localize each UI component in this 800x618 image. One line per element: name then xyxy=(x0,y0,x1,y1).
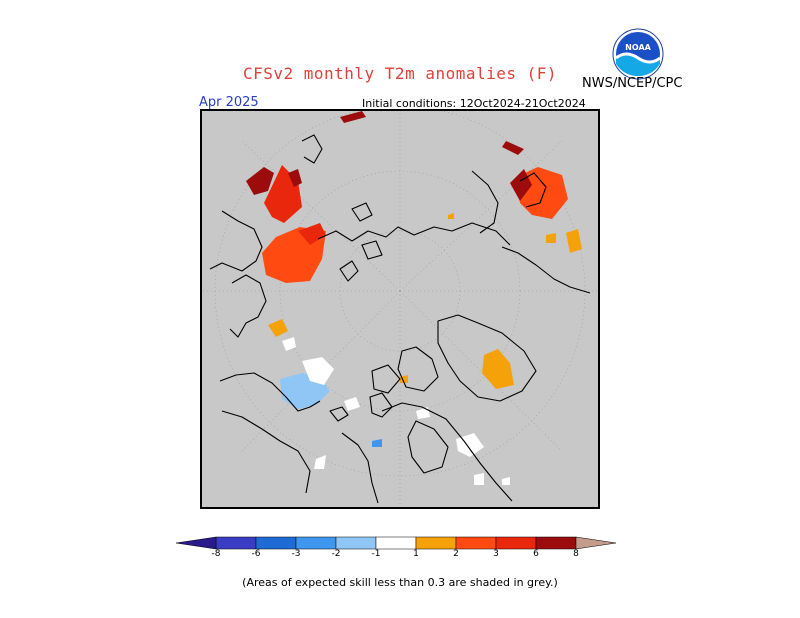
colorbar-cell xyxy=(535,536,577,550)
colorbar-tick-label: -3 xyxy=(291,549,301,559)
map-svg xyxy=(202,111,598,507)
coastline-svalbard xyxy=(351,202,373,222)
colorbar-tick-label: 3 xyxy=(493,549,499,559)
anomaly-patch xyxy=(314,455,326,469)
coastline-us-east xyxy=(341,432,379,504)
colorbar-tick-label: -8 xyxy=(211,549,221,559)
anomaly-patch xyxy=(268,319,288,337)
colorbar-cell xyxy=(335,536,377,550)
coastline-india xyxy=(301,134,323,164)
coastline-canada-arctic xyxy=(371,364,401,394)
coastline-scandinavia xyxy=(229,274,267,338)
anomaly-patch xyxy=(372,439,382,447)
anomaly-patch xyxy=(546,233,556,243)
organization-label: NWS/NCEP/CPC xyxy=(582,76,683,91)
colorbar-tick-label: 6 xyxy=(533,549,539,559)
colorbar-cell xyxy=(295,536,337,550)
anomaly-patch xyxy=(340,111,366,123)
anomaly-patch xyxy=(416,407,430,419)
anomaly-map xyxy=(200,109,600,509)
coastline-china xyxy=(471,170,499,234)
coastline-baffin xyxy=(369,392,393,418)
coastline-iceland xyxy=(329,406,349,422)
coastline-greenland xyxy=(397,346,439,392)
svg-text:NOAA: NOAA xyxy=(625,43,651,52)
anomaly-patch xyxy=(246,167,274,195)
colorbar-tick-label: 1 xyxy=(413,549,419,559)
coastline-arctic-siberia xyxy=(317,222,511,246)
coastline-islands xyxy=(361,240,383,260)
colorbar-cell xyxy=(255,536,297,550)
noaa-logo: NOAA xyxy=(612,28,664,80)
skill-footnote: (Areas of expected skill less than 0.3 a… xyxy=(242,576,558,589)
colorbar-cell xyxy=(495,536,537,550)
colorbar xyxy=(175,536,617,550)
colorbar-tick-label: -6 xyxy=(251,549,261,559)
anomaly-patch xyxy=(566,229,582,253)
colorbar-cell xyxy=(455,536,497,550)
colorbar-tick-label: 2 xyxy=(453,549,459,559)
anomaly-patch xyxy=(344,397,360,411)
colorbar-tick-label: 8 xyxy=(573,549,579,559)
anomaly-patch xyxy=(282,337,296,351)
colorbar-arrow-low xyxy=(175,536,217,550)
anomaly-patch xyxy=(474,473,484,485)
colorbar-arrow-high xyxy=(575,536,617,550)
coastline-kamchatka xyxy=(501,246,591,294)
forecast-month: Apr 2025 xyxy=(199,95,259,110)
colorbar-tick-label: -2 xyxy=(331,549,341,559)
coastline-europe xyxy=(219,372,321,412)
coastline-eurasia-north xyxy=(209,210,263,272)
coastline-japan xyxy=(519,172,547,208)
colorbar-cell xyxy=(375,536,417,550)
coastline-hudson xyxy=(407,420,449,474)
chart-title: CFSv2 monthly T2m anomalies (F) xyxy=(242,64,558,83)
coastline-mediterranean xyxy=(221,410,311,494)
colorbar-tick-label: -1 xyxy=(371,549,381,559)
anomaly-patch xyxy=(502,141,524,155)
anomaly-patch xyxy=(448,213,454,219)
coastline-novaya-zemlya xyxy=(339,260,359,282)
anomaly-patch xyxy=(502,477,510,485)
neutral-anomalies xyxy=(282,337,510,485)
coastline-alaska xyxy=(437,314,537,402)
coastline-canada xyxy=(381,402,513,502)
colorbar-cell xyxy=(215,536,257,550)
anomaly-patch xyxy=(302,357,334,385)
coastlines xyxy=(209,134,591,504)
anomaly-patch xyxy=(482,349,514,389)
anomaly-patch xyxy=(298,223,326,245)
colorbar-cell xyxy=(415,536,457,550)
anomaly-patch xyxy=(288,169,302,187)
cool-anomalies xyxy=(280,373,382,447)
initial-conditions: Initial conditions: 12Oct2024-21Oct2024 xyxy=(362,97,586,110)
